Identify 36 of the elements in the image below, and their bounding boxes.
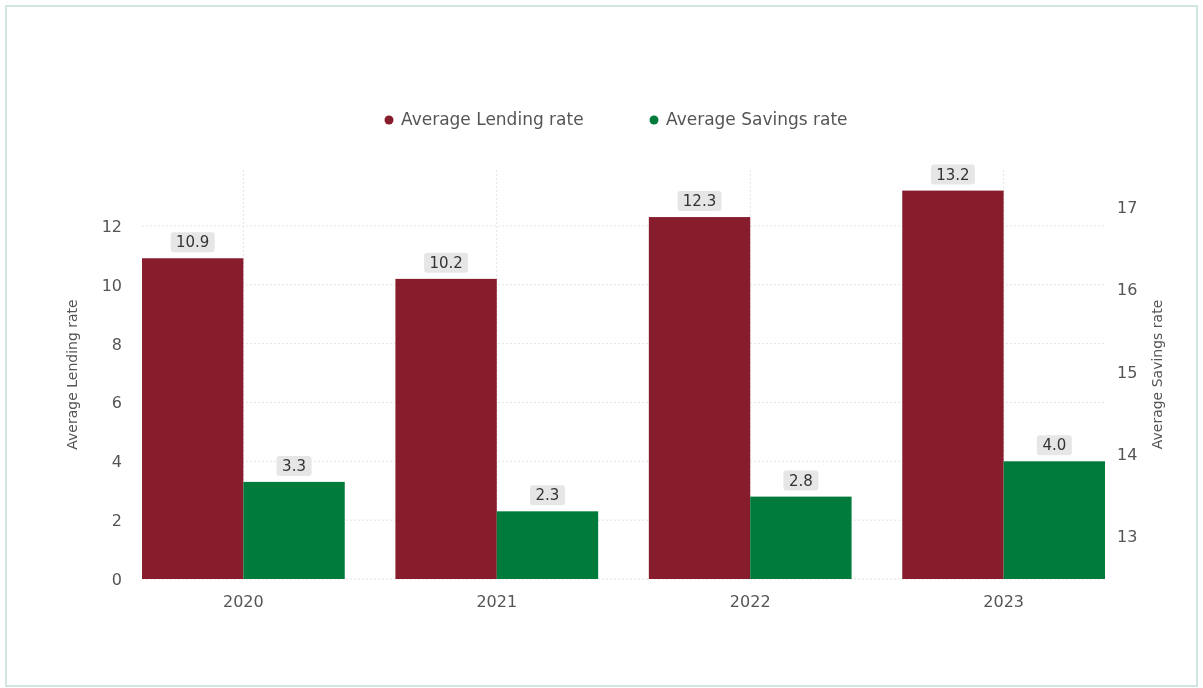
y2-axis-title: Average Savings rate <box>1149 299 1165 450</box>
legend-label: Average Savings rate <box>666 109 848 129</box>
y2-tick-label: 17 <box>1117 198 1138 218</box>
y-tick-label: 12 <box>101 216 122 236</box>
y-tick-label: 4 <box>111 452 122 472</box>
bar <box>902 190 1004 579</box>
data-label: 2.8 <box>788 471 813 490</box>
data-label: 13.2 <box>936 165 970 184</box>
data-label: 10.2 <box>429 253 463 272</box>
bar <box>496 511 599 579</box>
y-tick-label: 6 <box>111 393 122 413</box>
y2-tick-label: 15 <box>1117 362 1138 382</box>
data-label: 12.3 <box>682 192 717 211</box>
data-label: 3.3 <box>282 456 306 475</box>
y-tick-label: 10 <box>101 275 122 295</box>
bar <box>395 278 497 579</box>
y2-tick-label: 13 <box>1117 527 1138 547</box>
x-tick-label: 2020 <box>223 592 264 611</box>
x-tick-label: 2022 <box>729 592 771 611</box>
y-tick-label: 2 <box>111 511 122 531</box>
data-label: 10.9 <box>175 233 210 252</box>
legend-label: Average Lending rate <box>401 109 584 129</box>
data-label: 4.0 <box>1042 436 1067 455</box>
bar <box>1003 461 1105 579</box>
x-tick-label: 2023 <box>983 592 1024 611</box>
bar <box>243 481 345 579</box>
y2-tick-label: 16 <box>1117 280 1138 300</box>
bar <box>142 258 244 579</box>
y-axis-title: Average Lending rate <box>64 299 80 450</box>
data-label: 2.3 <box>535 486 560 505</box>
y2-tick-label: 14 <box>1117 444 1138 464</box>
bar <box>648 217 751 579</box>
x-tick-label: 2021 <box>476 592 518 611</box>
y-tick-label: 0 <box>111 570 122 589</box>
y-tick-label: 8 <box>111 334 122 354</box>
bar <box>750 496 852 579</box>
